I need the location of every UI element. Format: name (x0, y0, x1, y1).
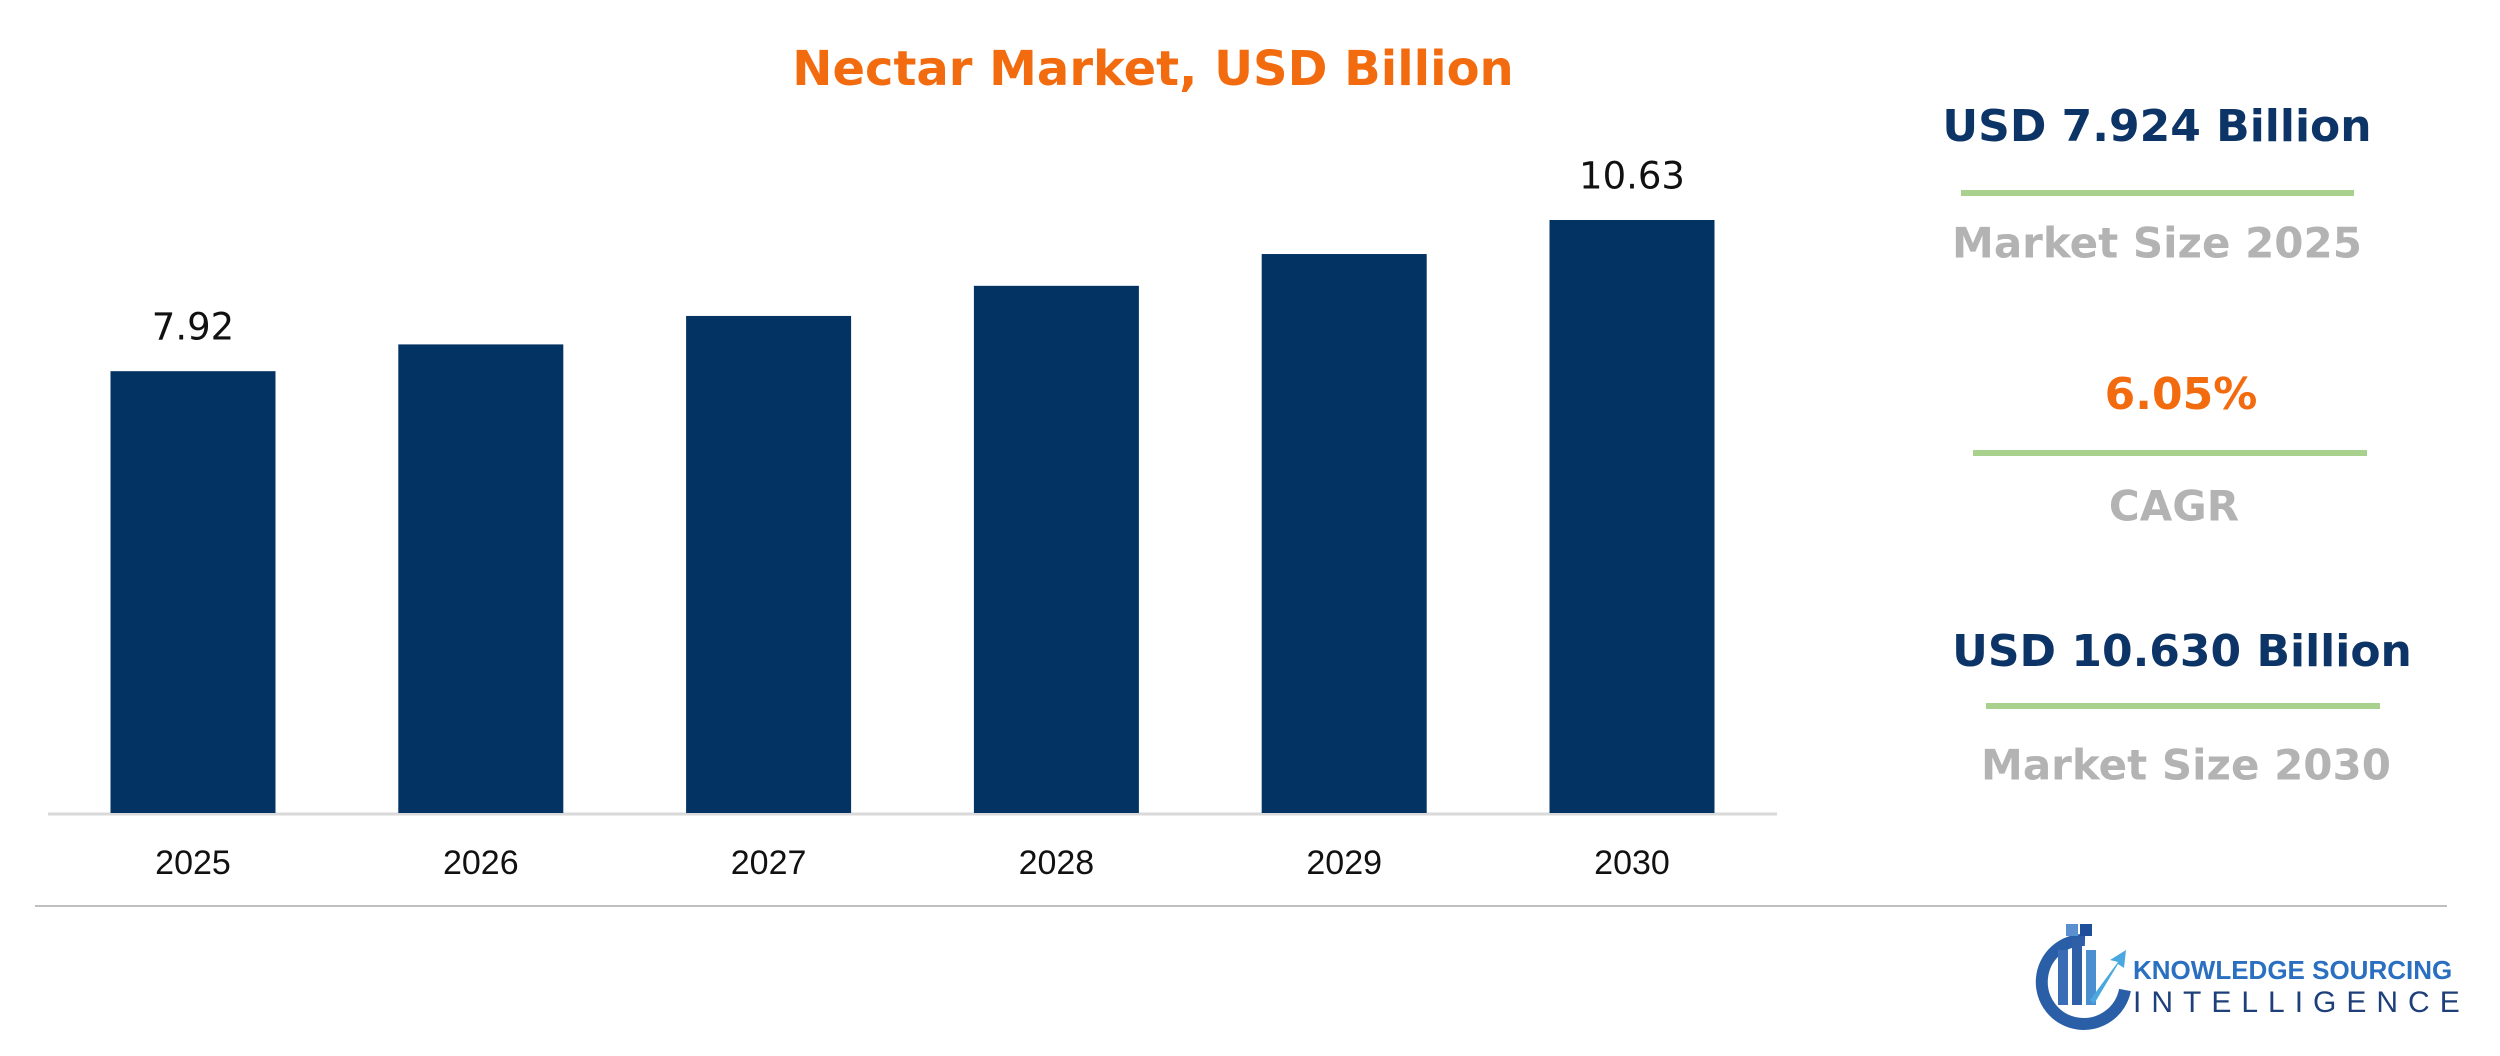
bar (1261, 254, 1427, 813)
chart-title: Nectar Market, USD Billion (792, 41, 1513, 97)
stat-label: Market Size 2030 (1981, 741, 2391, 790)
x-tick-label: 2025 (155, 844, 231, 882)
x-tick-label: 2030 (1594, 844, 1670, 882)
logo-text: INTELLIGENCE (2133, 986, 2470, 1019)
bar (398, 344, 564, 813)
x-tick-label: 2027 (731, 844, 807, 882)
data-label: 7.92 (152, 306, 234, 349)
bar (110, 371, 276, 813)
logo-icon (2035, 924, 2131, 1030)
bar (1549, 220, 1715, 813)
stat-value: USD 10.630 Billion (1952, 626, 2412, 677)
bar (686, 315, 852, 813)
stat-value: USD 7.924 Billion (1942, 101, 2371, 152)
x-tick-label: 2029 (1306, 844, 1382, 882)
stat-label: Market Size 2025 (1952, 219, 2362, 268)
x-tick-label: 2028 (1019, 844, 1095, 882)
logo-text: KNOWLEDGE SOURCING (2133, 955, 2452, 985)
stat-label: CAGR (2109, 482, 2239, 531)
x-tick-label: 2026 (443, 844, 519, 882)
data-label: 10.63 (1579, 155, 1685, 198)
bar (973, 285, 1139, 813)
stat-value: 6.05% (2105, 369, 2258, 420)
